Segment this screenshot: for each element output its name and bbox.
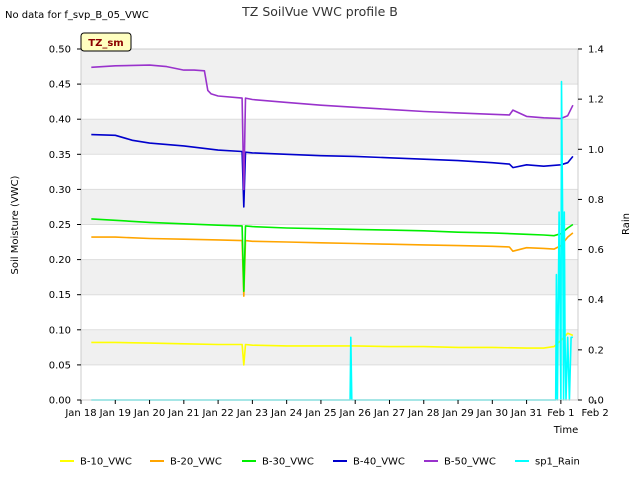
x-tick-label: Jan 28 (407, 408, 439, 419)
x-tick-label: Jan 18 (64, 408, 96, 419)
y-axis-ticks: 0.00 0.05 0.10 0.15 0.20 0.25 0.30 0.35 0.40 0.45… (49, 45, 81, 407)
y2-tick-label: 0.2 (588, 345, 604, 356)
x-tick-label: Jan 25 (304, 408, 336, 419)
y2-tick-label: 0.4 (588, 295, 604, 306)
series-line-b-50-vwc (91, 64, 574, 191)
y2-tick-label: 1.4 (588, 45, 604, 56)
legend-label-b-50-vwc: B-50_VWC (444, 457, 496, 468)
background-band (81, 189, 578, 225)
y-tick-label: 0.10 (49, 325, 71, 336)
x-tick-label: Jan 24 (270, 408, 302, 419)
legend-label-b-40-vwc: B-40_VWC (353, 457, 405, 468)
y2-axis-ticks: 0.0 0.2 0.4 0.6 0.8 1.0 1.2 1.4 (578, 45, 604, 407)
site-badge-text: TZ_sm (88, 38, 123, 49)
y-tick-label: 0.05 (49, 360, 71, 371)
y2-tick-label: 1.0 (588, 145, 604, 156)
x-tick-label: Jan 27 (373, 408, 405, 419)
x-tick-label: Jan 20 (133, 408, 165, 419)
chart-title: TZ SoilVue VWC profile B (241, 4, 398, 19)
y2-tick-label: 0.0 (588, 396, 604, 407)
x-tick-label: Jan 21 (167, 408, 199, 419)
x-tick-label: Jan 30 (476, 408, 508, 419)
x-tick-label: Jan 29 (441, 408, 473, 419)
y-tick-label: 0.45 (49, 80, 71, 91)
y-tick-label: 0.20 (49, 255, 71, 266)
background-band (81, 119, 578, 155)
legend-label-b-10-vwc: B-10_VWC (80, 457, 132, 468)
y-tick-label: 0.25 (49, 220, 71, 231)
x-tick-label: Jan 23 (236, 408, 268, 419)
x-tick-label: Feb 2 (582, 408, 609, 419)
x-tick-label: Jan 22 (201, 408, 233, 419)
y-tick-label: 0.40 (49, 115, 71, 126)
legend-label-b-20-vwc: B-20_VWC (170, 457, 222, 468)
x-tick-label: Feb 1 (547, 408, 574, 419)
y2-tick-label: 0.8 (588, 195, 604, 206)
site-badge: TZ_sm (80, 32, 132, 52)
y-tick-label: 0.15 (49, 290, 71, 301)
no-data-note: No data for f_svp_B_05_VWC (5, 10, 149, 21)
series-line-b-40-vwc (91, 133, 574, 208)
series-line-b-30-vwc (91, 218, 574, 293)
y2-tick-label: 1.2 (588, 95, 604, 106)
legend-label-b-30-vwc: B-30_VWC (262, 457, 314, 468)
background-band (81, 259, 578, 295)
x-tick-label: Jan 31 (510, 408, 542, 419)
y-tick-label: 0.00 (49, 396, 71, 407)
x-tick-label: Jan 19 (99, 408, 131, 419)
x-tick-label: Jan 26 (339, 408, 371, 419)
y-axis-label: Soil Moisture (VWC) (10, 175, 21, 274)
legend: B-10_VWC B-20_VWC B-30_VWC B-40_VWC B-50_VWC… (60, 457, 580, 468)
y-tick-label: 0.30 (49, 185, 71, 196)
series-line-b-10-vwc (91, 332, 574, 366)
legend-label-sp1-rain: sp1_Rain (535, 457, 580, 468)
y2-axis-label: Rain (621, 213, 632, 235)
x-axis-label: Time (553, 425, 578, 436)
x-axis-ticks: Jan 18 Jan 19 Jan 20 Jan 21 Jan 22 Jan 23 Jan … (64, 400, 609, 419)
background-band (81, 49, 578, 85)
y-tick-label: 0.50 (49, 45, 71, 56)
plot-background-bands (81, 49, 578, 365)
series-line-b-20-vwc (91, 232, 574, 297)
series-layer (91, 64, 574, 401)
y2-tick-label: 0.6 (588, 245, 604, 256)
y-tick-label: 0.35 (49, 150, 71, 161)
